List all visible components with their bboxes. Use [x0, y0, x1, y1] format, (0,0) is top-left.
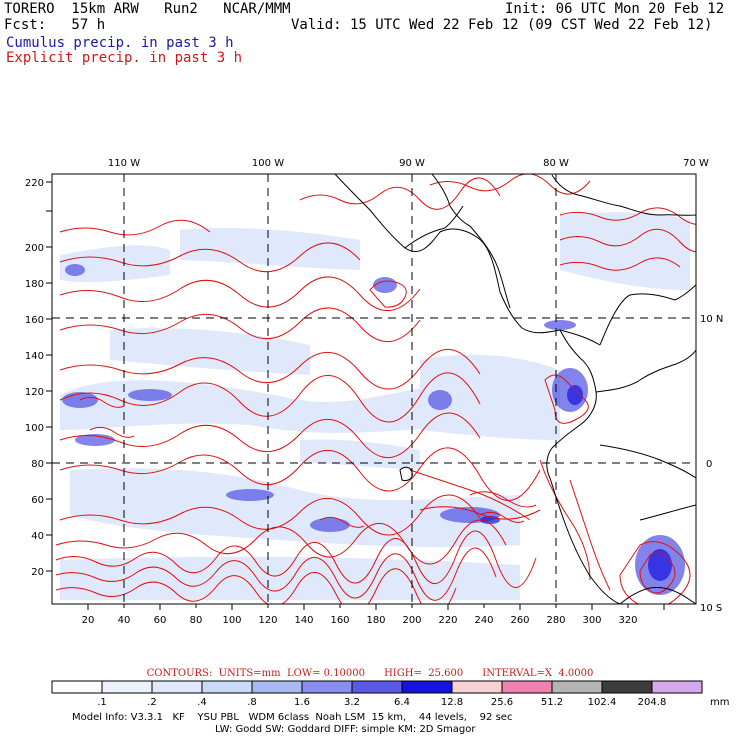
colorbar-label: 25.6 [491, 697, 513, 708]
x-tick-label: 80 [190, 615, 203, 626]
y-tick-label: 100 [25, 423, 44, 434]
y-tick-label: 80 [31, 459, 44, 470]
map-frame [51, 173, 697, 605]
y-tick-label: 200 [25, 243, 44, 254]
x-tick-label: 300 [582, 615, 601, 626]
colorbar-bin [501, 680, 553, 694]
colorbar-label: .2 [147, 697, 157, 708]
colorbar-label: .8 [247, 697, 257, 708]
model-info: Model Info: V3.3.1 KF YSU PBL WDM 6class… [72, 712, 513, 723]
y-tick-label: 220 [25, 178, 44, 189]
colorbar-bin [651, 680, 703, 694]
x-tick-label: 280 [546, 615, 565, 626]
x-tick-label: 20 [82, 615, 95, 626]
model-physics: LW: Godd SW: Goddard DIFF: simple KM: 2D… [215, 724, 476, 735]
colorbar-label: 3.2 [344, 697, 360, 708]
colorbar-label: 204.8 [638, 697, 667, 708]
x-tick-label: 200 [402, 615, 421, 626]
colorbar-label: 51.2 [541, 697, 563, 708]
colorbar-unit: mm [710, 697, 729, 708]
x-tick-label: 40 [118, 615, 131, 626]
y-tick-label: 120 [25, 387, 44, 398]
colorbar-bin [351, 680, 403, 694]
header-forecast-hour: Fcst: 57 h [4, 17, 106, 33]
header-explicit-precip: Explicit precip. in past 3 h [6, 50, 243, 66]
colorbar-label: 102.4 [588, 697, 617, 708]
colorbar-bin [101, 680, 153, 694]
lat-label-10n: 10 N [700, 314, 723, 325]
x-tick-label: 240 [474, 615, 493, 626]
colorbar-label: 6.4 [394, 697, 410, 708]
header-valid-time: Valid: 15 UTC Wed 22 Feb 12 (09 CST Wed … [291, 17, 713, 33]
colorbar-bin [201, 680, 253, 694]
y-tick-label: 40 [31, 531, 44, 542]
x-tick-label: 140 [294, 615, 313, 626]
x-tick-label: 120 [258, 615, 277, 626]
colorbar-bin [301, 680, 353, 694]
header-cumulus-precip: Cumulus precip. in past 3 h [6, 35, 234, 51]
axis-ticks [46, 181, 665, 610]
lon-label-70w: 70 W [683, 158, 709, 169]
colorbar-labels: .1 .2 .4 .8 1.6 3.2 6.4 12.8 25.6 51.2 1… [97, 697, 729, 708]
colorbar-bin [601, 680, 653, 694]
x-tick-label: 220 [438, 615, 457, 626]
x-tick-label: 260 [510, 615, 529, 626]
colorbar-bin [401, 680, 453, 694]
y-tick-label: 160 [25, 315, 44, 326]
y-tick-label: 140 [25, 351, 44, 362]
lon-label-80w: 80 W [543, 158, 569, 169]
lat-label-10s: 10 S [700, 603, 722, 614]
x-tick-label: 60 [154, 615, 167, 626]
x-tick-label: 180 [366, 615, 385, 626]
graticule [52, 174, 696, 604]
x-tick-label: 320 [618, 615, 637, 626]
lon-label-110w: 110 W [108, 158, 140, 169]
colorbar-bin [451, 680, 503, 694]
colorbar-bin [151, 680, 203, 694]
colorbar-bin [251, 680, 303, 694]
colorbar-bin [551, 680, 603, 694]
coastlines [334, 174, 696, 604]
lat-label-0: 0 [706, 459, 712, 470]
colorbar-label: .1 [97, 697, 107, 708]
colorbar-label: .4 [197, 697, 207, 708]
y-tick-label: 180 [25, 279, 44, 290]
y-tick-label: 20 [31, 567, 44, 578]
lon-label-100w: 100 W [252, 158, 284, 169]
cumulus-precip-light [60, 212, 690, 600]
header-init-time: Init: 06 UTC Mon 20 Feb 12 [505, 1, 725, 17]
contours-info: CONTOURS: UNITS=mm LOW= 0.10000 HIGH= 25… [146, 668, 594, 679]
header-model-title: TORERO 15km ARW Run2 NCAR/MMM [4, 1, 291, 17]
y-tick-label: 60 [31, 495, 44, 506]
colorbar-label: 1.6 [294, 697, 310, 708]
lon-label-90w: 90 W [399, 158, 425, 169]
colorbar-bin [51, 680, 103, 694]
x-tick-label: 100 [222, 615, 241, 626]
colorbar [51, 680, 703, 694]
x-tick-label: 160 [330, 615, 349, 626]
colorbar-label: 12.8 [441, 697, 463, 708]
explicit-precip-contours [55, 174, 696, 604]
